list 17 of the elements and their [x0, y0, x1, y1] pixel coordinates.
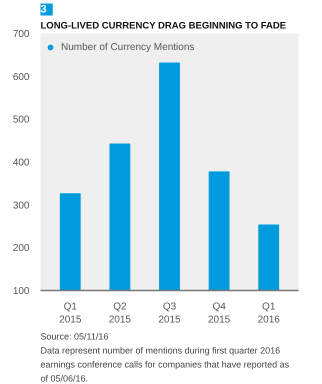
y-tick-label: 600	[12, 72, 30, 83]
y-tick-label: 200	[12, 243, 30, 254]
chart-title: LONG-LIVED CURRENCY DRAG BEGINNING TO FADE	[40, 20, 286, 32]
source-note: Source: 05/11/16	[40, 332, 108, 342]
x-tick-label: Q4 2015	[208, 302, 231, 326]
x-tick-label: Q2 2015	[108, 302, 132, 326]
y-tick-label: 100	[12, 286, 30, 297]
x-tick-label: Q1 2016	[258, 302, 280, 326]
y-tick-label: 500	[12, 114, 30, 126]
x-tick-label: Q1 2015	[59, 302, 82, 326]
y-tick-label: 300	[12, 200, 30, 212]
x-tick-label: Q3 2015	[158, 302, 182, 326]
y-tick-label: 700	[12, 29, 30, 40]
legend-label: Number of Currency Mentions	[61, 42, 194, 52]
text: 3	[40, 4, 47, 16]
text: Data represent number of mentions during first quarter 2016 earnings conference calls for companies that have reported as of 05/06/16.	[40, 346, 290, 384]
y-tick-label: 400	[12, 158, 30, 168]
